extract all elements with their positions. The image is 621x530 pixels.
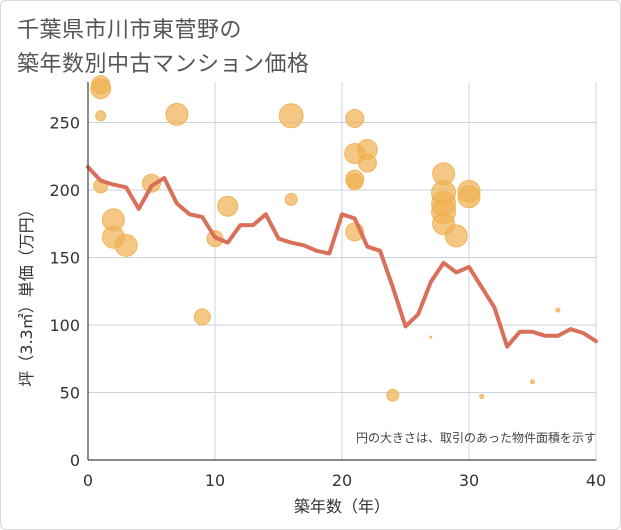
bubble [345,108,365,128]
bubbles [90,75,561,402]
bubble [530,379,535,385]
x-axis-label: 築年数（年） [294,497,390,516]
bubble [278,103,304,129]
bubble [90,78,112,100]
x-tick-label: 0 [83,471,93,490]
bubble [217,195,239,217]
bubble [193,308,211,326]
axes: 0 50 100 150 200 250 0 10 20 30 40 [49,82,606,490]
bubble [479,394,485,400]
chart-title: 千葉県市川市東菅野の 築年数別中古マンション価格 [17,14,577,82]
bubble [284,192,298,206]
x-tick-label: 30 [459,471,479,490]
x-tick-label: 40 [586,471,606,490]
bubble [114,233,138,257]
bubble [457,185,481,209]
y-tick-label: 150 [49,249,80,268]
bubble [142,173,161,193]
trend-line-layer [86,165,598,349]
x-tick-label: 20 [332,471,352,490]
bubble [429,335,433,339]
grid [87,82,597,461]
bubble [386,388,400,402]
x-tick-label: 10 [205,471,225,490]
chart-title-line-1: 千葉県市川市東菅野の [17,18,243,43]
y-axis-label: 坪（3.3㎡）単価（万円） [17,201,36,386]
trend-line [86,165,598,349]
bubble [444,224,468,248]
y-tick-label: 100 [49,316,80,335]
chart-title-line-2: 築年数別中古マンション価格 [17,52,310,77]
y-tick-label: 250 [49,114,80,133]
y-tick-label: 200 [49,181,80,200]
size-annotation: 円の大きさは、取引のあった物件面積を示す [356,430,596,445]
y-tick-label: 0 [70,451,80,470]
y-tick-label: 50 [60,384,80,403]
bubble [346,173,364,191]
bubble [357,153,377,173]
bubble [95,110,107,122]
bubble [555,307,561,313]
bubble [165,102,189,126]
